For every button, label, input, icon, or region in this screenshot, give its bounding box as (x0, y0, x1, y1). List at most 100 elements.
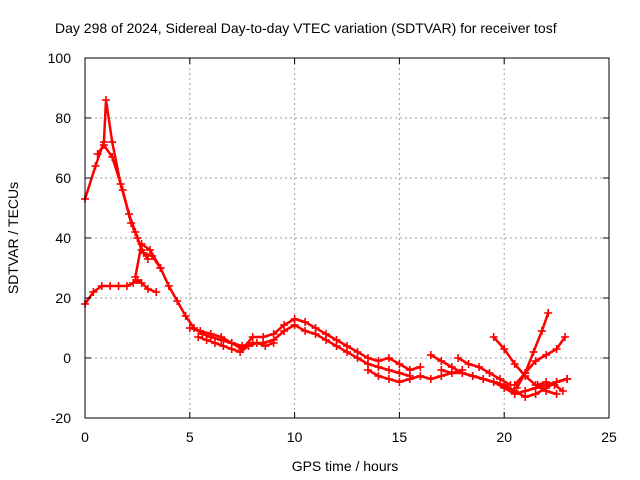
data-point (479, 375, 488, 383)
data-point (156, 264, 165, 272)
x-tick-label: 5 (186, 429, 194, 445)
axis-ticks (84, 57, 610, 419)
data-point (468, 372, 477, 380)
data-point (395, 360, 404, 368)
y-axis-title: SDTVAR / TECUs (5, 182, 21, 294)
data-point (108, 138, 117, 146)
series-line (536, 380, 565, 393)
data-point (363, 354, 372, 362)
y-tick-label: 80 (55, 110, 71, 126)
data-point (301, 318, 310, 326)
data-point (464, 360, 473, 368)
data-point (122, 282, 131, 290)
data-point (560, 333, 569, 341)
data-point (552, 390, 561, 398)
data-point (261, 342, 270, 350)
data-point (202, 336, 211, 344)
x-tick-label: 25 (601, 429, 617, 445)
data-point (236, 348, 245, 356)
grid (85, 58, 609, 418)
x-tick-label: 10 (287, 429, 303, 445)
data-point (129, 279, 138, 287)
data-point (196, 327, 205, 335)
data-point (108, 153, 117, 161)
data-point (458, 369, 467, 377)
data-point (544, 309, 553, 317)
series-line (513, 335, 567, 387)
data-point (311, 324, 320, 332)
plot-data (81, 96, 572, 401)
x-tick-label: 20 (496, 429, 512, 445)
data-point (496, 375, 505, 383)
y-tick-label: 100 (48, 50, 72, 66)
data-point (137, 240, 146, 248)
tick-labels: 0 5 10 15 20 25 -20 0 20 40 60 80 100 (48, 50, 617, 445)
data-point (118, 186, 127, 194)
data-point (93, 150, 102, 158)
y-tick-label: -20 (51, 410, 71, 426)
data-point (533, 381, 542, 389)
data-point (384, 375, 393, 383)
series-satellite-track-n (533, 378, 567, 395)
series-line (196, 335, 275, 354)
data-point (101, 96, 110, 104)
data-point (244, 342, 253, 350)
data-point (145, 246, 154, 254)
data-point (143, 255, 152, 263)
data-point (542, 378, 551, 386)
data-point (206, 330, 215, 338)
data-point (269, 339, 278, 347)
data-point (137, 279, 146, 287)
data-point (416, 372, 425, 380)
y-tick-label: 60 (55, 170, 71, 186)
x-tick-label: 0 (81, 429, 89, 445)
data-point (363, 366, 372, 374)
data-point (384, 366, 393, 374)
data-point (552, 345, 561, 353)
data-point (437, 366, 446, 374)
data-point (558, 387, 567, 395)
data-point (301, 327, 310, 335)
data-point (485, 369, 494, 377)
data-point (542, 351, 551, 359)
series-satellite-track-m (510, 333, 569, 389)
data-point (181, 312, 190, 320)
data-point (152, 288, 161, 296)
data-point (353, 348, 362, 356)
data-point (269, 330, 278, 338)
data-point (563, 375, 572, 383)
data-point (217, 333, 226, 341)
data-point (531, 390, 540, 398)
data-point (521, 369, 530, 377)
data-point (374, 372, 383, 380)
data-point (343, 342, 351, 350)
data-point (416, 363, 425, 371)
data-point (437, 357, 446, 365)
data-point (252, 339, 261, 347)
data-point (114, 282, 123, 290)
data-point (280, 321, 289, 329)
data-point (426, 375, 435, 383)
series-satellite-track-f (194, 333, 278, 356)
data-point (332, 336, 341, 344)
series-satellite-track-c (81, 276, 161, 308)
data-point (210, 339, 219, 347)
data-point (395, 369, 404, 377)
series-line (456, 356, 512, 387)
data-point (384, 354, 393, 362)
data-point (127, 219, 136, 227)
x-tick-label: 15 (392, 429, 408, 445)
data-point (510, 360, 519, 368)
data-point (164, 282, 173, 290)
y-tick-label: 20 (55, 290, 71, 306)
y-tick-label: 0 (63, 350, 71, 366)
data-point (542, 387, 551, 395)
chart-title: Day 298 of 2024, Sidereal Day-to-day VTE… (55, 20, 557, 36)
data-point (489, 333, 498, 341)
data-point (173, 297, 182, 305)
data-point (489, 378, 498, 386)
data-point (143, 285, 152, 293)
data-point (395, 378, 404, 386)
